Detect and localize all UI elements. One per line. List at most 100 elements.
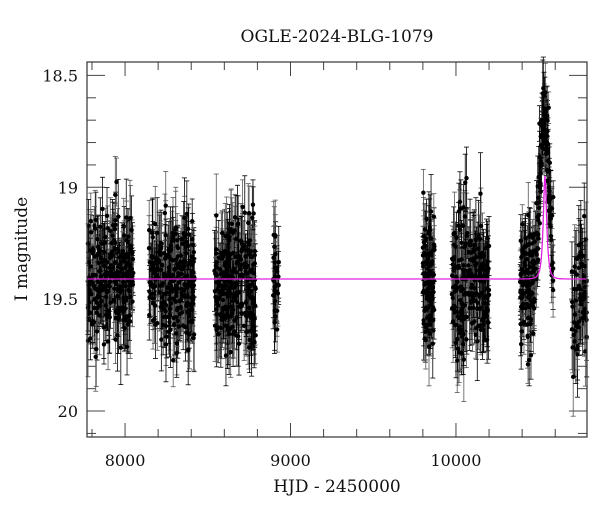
data-point [151, 291, 157, 296]
data-point [113, 192, 118, 198]
data-point [179, 290, 184, 295]
data-point [112, 286, 117, 292]
data-point [121, 279, 126, 285]
data-point [163, 203, 168, 208]
data-point [158, 240, 164, 246]
data-point [164, 334, 169, 339]
data-point [107, 284, 112, 289]
data-point [167, 297, 172, 302]
data-point [123, 265, 128, 270]
data-point [187, 312, 192, 317]
data-point [170, 230, 175, 236]
data-point [101, 325, 106, 330]
data-point [109, 249, 115, 254]
data-point [147, 289, 152, 294]
data-point [95, 279, 100, 284]
data-point [115, 294, 120, 299]
data-point [98, 281, 104, 286]
data-point [182, 293, 188, 299]
data-point [112, 240, 118, 245]
data-point [96, 251, 101, 256]
data-point [96, 244, 101, 250]
data-point [179, 236, 184, 242]
data-point [125, 271, 130, 276]
data-point [89, 230, 94, 235]
data-point [120, 274, 125, 279]
data-point [175, 254, 181, 259]
data-point [108, 300, 113, 306]
data-point [93, 286, 99, 292]
data-point [174, 290, 179, 295]
data-point [126, 234, 131, 239]
data-point [147, 312, 152, 318]
data-point [174, 238, 180, 243]
data-point [179, 267, 185, 272]
data-point [191, 250, 197, 255]
data-point [120, 305, 125, 310]
data-point [102, 257, 108, 263]
data-point [113, 218, 118, 223]
data-point [125, 255, 131, 260]
data-point [173, 225, 178, 230]
data-point [105, 339, 111, 344]
data-point [109, 253, 115, 258]
data-point [118, 289, 123, 295]
data-point [162, 314, 167, 320]
data-point [167, 319, 172, 325]
data-point [150, 235, 155, 240]
data-point [166, 265, 172, 270]
data-point [125, 239, 131, 245]
data-point [166, 315, 171, 320]
data-point [191, 332, 197, 337]
data-point [156, 250, 162, 255]
data-point [121, 299, 126, 304]
data-point [96, 260, 101, 266]
data-point [88, 336, 93, 341]
data-point [98, 274, 104, 279]
data-point [191, 294, 196, 299]
data-point [190, 297, 196, 303]
data-point [126, 287, 131, 293]
data-point [174, 341, 180, 346]
data-point [188, 279, 193, 284]
data-point [121, 223, 126, 229]
data-point [184, 250, 189, 256]
x-axis-label: HJD - 2450000 [273, 477, 401, 497]
data-point [87, 300, 92, 305]
data-point [188, 307, 193, 313]
data-point [91, 283, 97, 288]
data-point [92, 254, 97, 259]
data-point [116, 214, 121, 219]
data-point [95, 236, 100, 242]
data-point [123, 283, 128, 289]
data-point [106, 308, 112, 313]
data-point [159, 262, 165, 268]
data-point [129, 227, 134, 233]
data-point [112, 227, 118, 232]
y-axis-label: I magnitude [12, 197, 32, 301]
data-point [186, 243, 191, 248]
data-point [183, 324, 188, 330]
data-point [126, 260, 131, 266]
data-point [186, 232, 191, 237]
data-point [98, 255, 104, 261]
data-point [171, 315, 176, 321]
data-point [99, 299, 104, 304]
data-point [150, 318, 156, 323]
data-point [122, 325, 127, 331]
data-point [150, 230, 155, 236]
data-point [115, 269, 120, 275]
data-point [107, 279, 113, 284]
data-point [173, 257, 178, 262]
data-point [112, 279, 117, 284]
data-point [111, 298, 117, 303]
data-point [124, 344, 130, 349]
data-point [88, 292, 93, 297]
data-point [168, 301, 174, 306]
data-point [155, 267, 161, 273]
data-point [146, 227, 152, 233]
data-point [163, 233, 168, 238]
data-point [174, 293, 179, 299]
data-point [103, 303, 108, 308]
data-point [114, 310, 119, 315]
